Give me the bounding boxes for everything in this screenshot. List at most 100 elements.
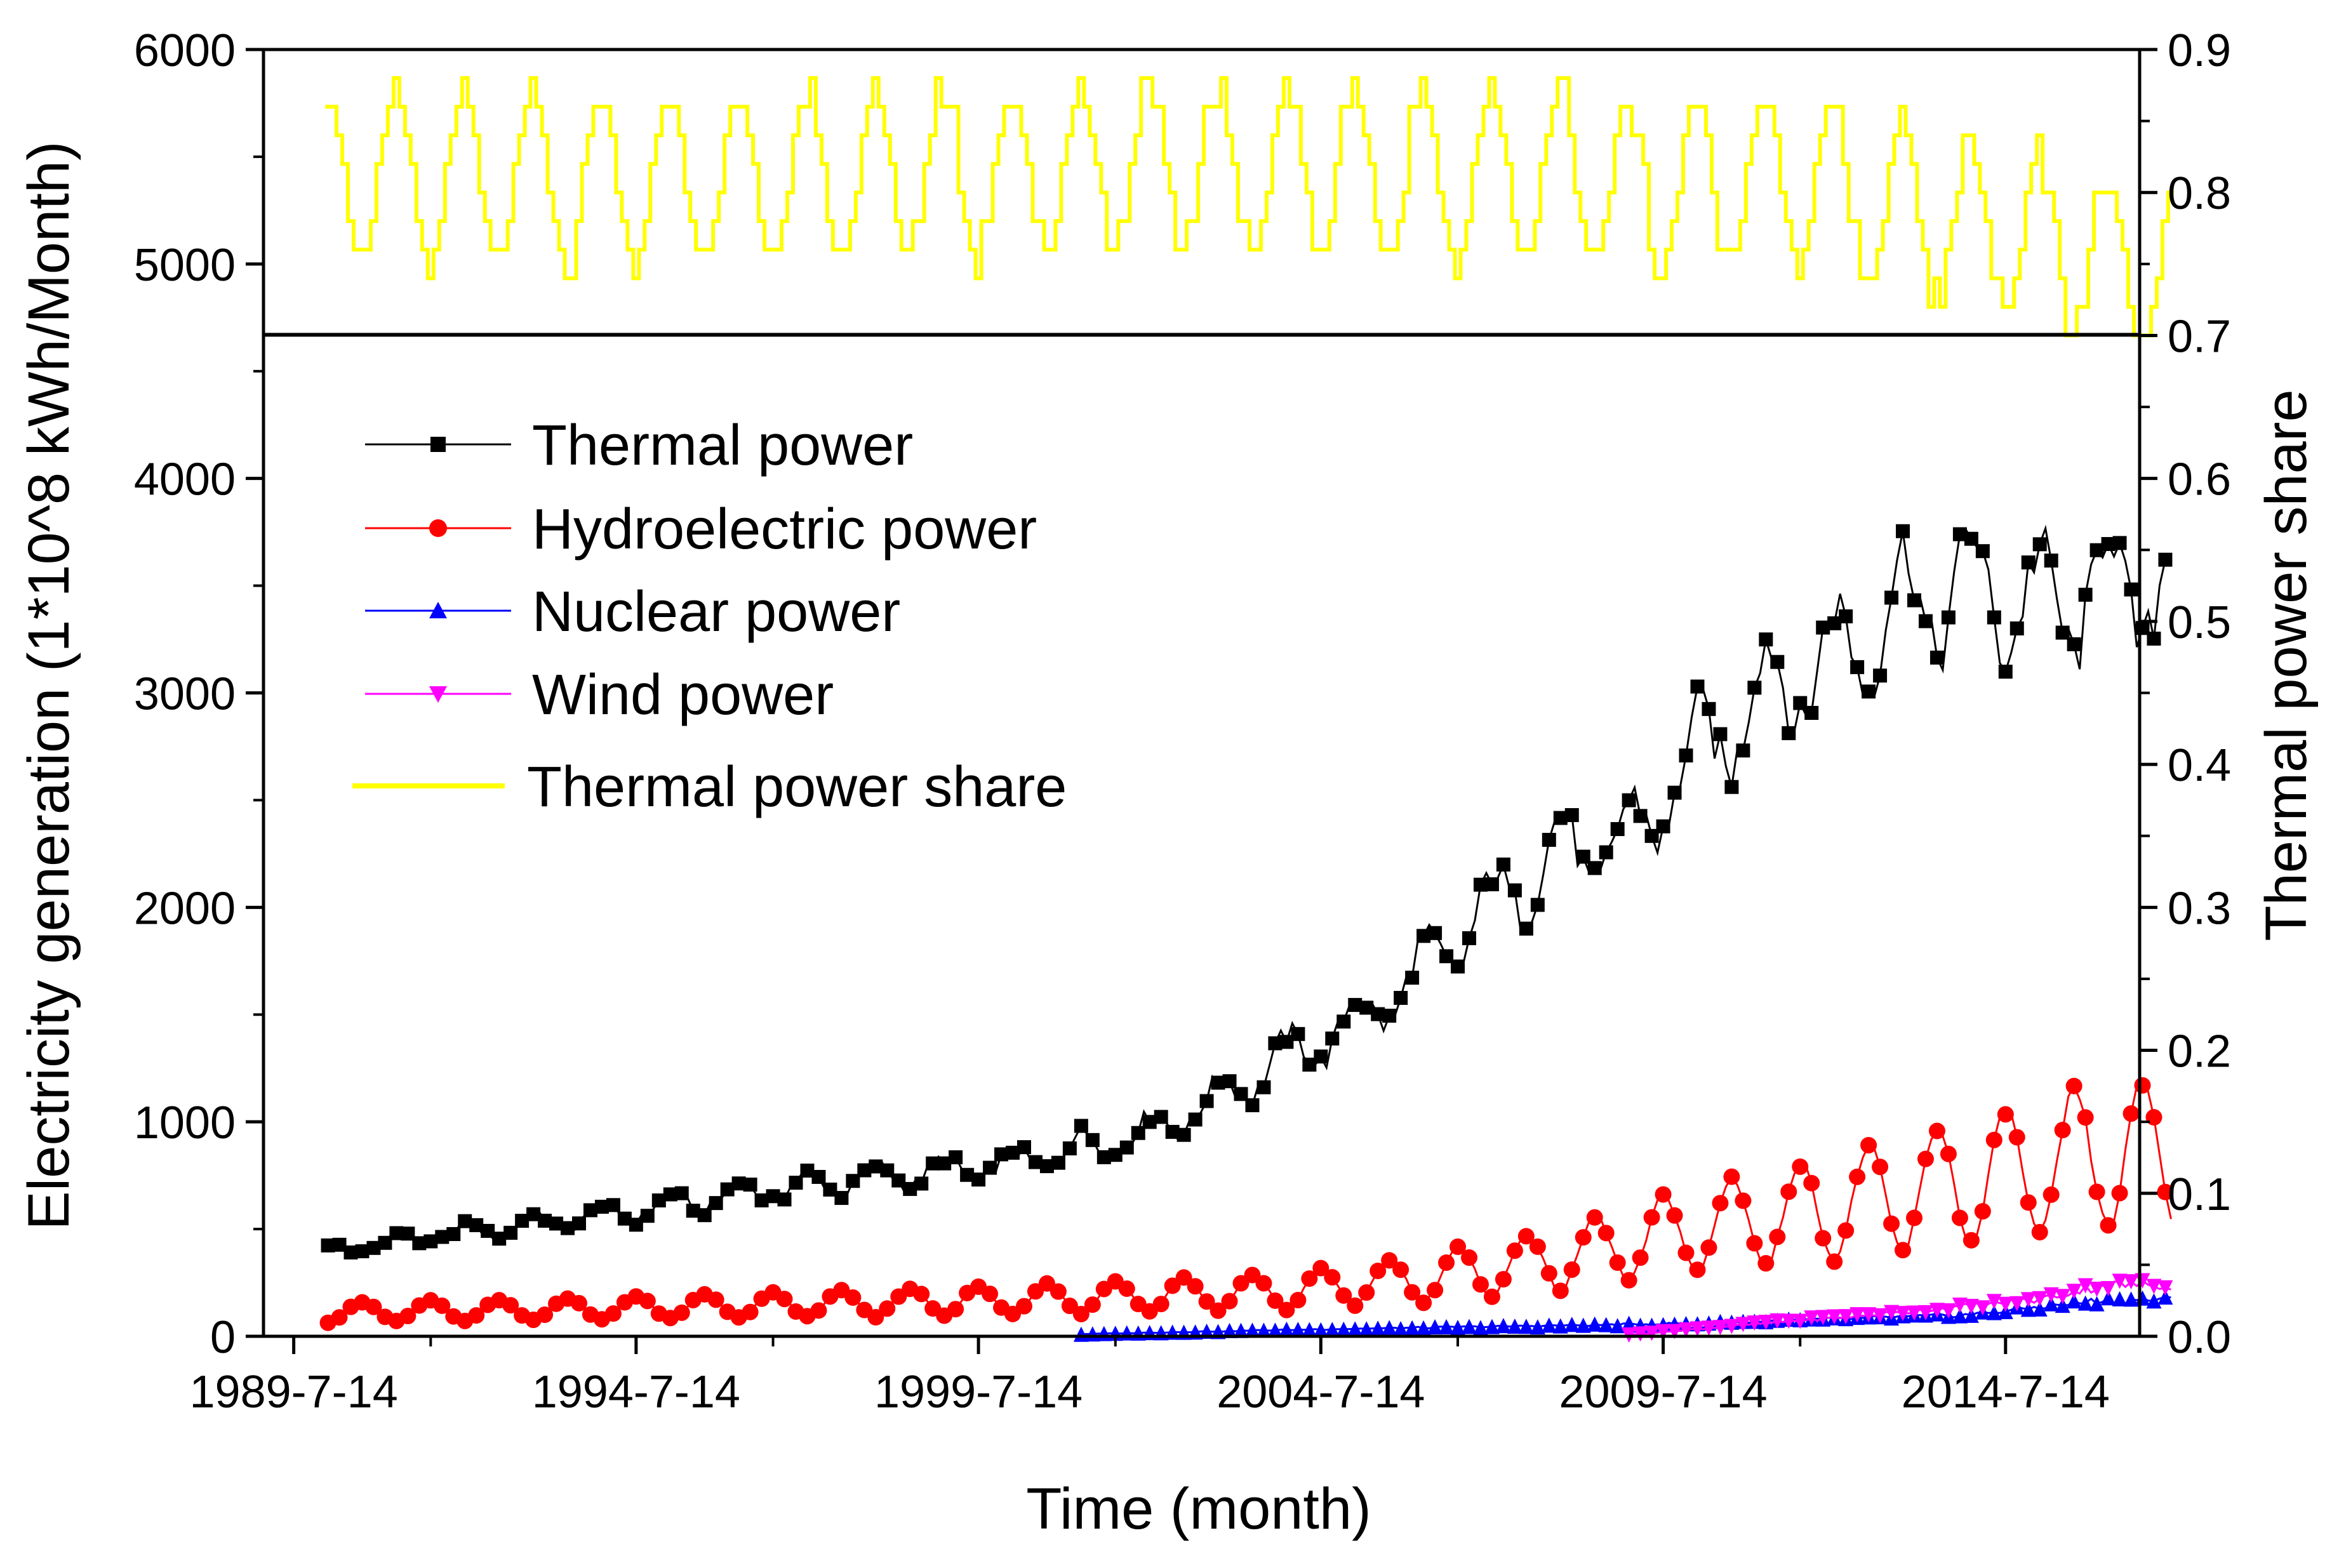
thermal-power-marker: [914, 1176, 929, 1191]
hydroelectric-power-marker: [742, 1303, 759, 1320]
hydroelectric-power-marker: [879, 1300, 896, 1317]
hydroelectric-power-marker: [2077, 1109, 2094, 1126]
thermal-power-marker: [1610, 822, 1625, 837]
hydroelectric-power-marker: [570, 1294, 587, 1312]
legend-hydroelectric-power: Hydroelectric power: [365, 498, 1037, 561]
hydroelectric-power-marker: [1175, 1269, 1192, 1286]
thermal-power-marker: [1302, 1058, 1317, 1072]
hydroelectric-power-marker: [1278, 1301, 1295, 1319]
nuclear-power-marker: [1302, 1322, 1317, 1338]
hydroelectric-power-marker: [844, 1289, 862, 1306]
hydroelectric-power-marker: [2020, 1194, 2037, 1211]
thermal-power-marker: [903, 1181, 917, 1196]
hydroelectric-power-marker: [1689, 1261, 1706, 1279]
y2-tick-label: 0.7: [2168, 311, 2231, 362]
thermal-power-marker: [1816, 620, 1830, 635]
hydroelectric-power-marker: [2065, 1077, 2082, 1094]
hydroelectric-power-marker: [1427, 1282, 1444, 1299]
hydroelectric-power-marker: [1849, 1168, 1866, 1185]
thermal-power-marker: [2055, 625, 2070, 640]
hydroelectric-power-marker: [1746, 1235, 1763, 1252]
thermal-power-marker: [686, 1204, 700, 1218]
hydroelectric-power-marker: [1015, 1298, 1032, 1315]
nuclear-power-marker: [1359, 1321, 1375, 1337]
thermal-power-marker: [1039, 1159, 1054, 1174]
thermal-power-marker: [1154, 1110, 1168, 1124]
wind-power-marker: [2077, 1278, 2093, 1294]
series-wind-power: [1621, 1273, 2173, 1343]
x-tick-label: 2004-7-14: [1216, 1367, 1425, 1418]
thermal-power-marker: [1451, 959, 1465, 974]
thermal-power-marker: [949, 1150, 963, 1165]
thermal-power-marker: [2101, 536, 2116, 551]
thermal-power-marker: [1256, 1080, 1271, 1094]
hydroelectric-power-marker: [1312, 1259, 1329, 1277]
nuclear-power-marker: [1587, 1316, 1603, 1332]
nuclear-power-marker: [1952, 1308, 1968, 1324]
y2-tick-label: 0.2: [2168, 1027, 2231, 1077]
thermal-power-marker: [321, 1238, 335, 1252]
y2-tick-label: 0.4: [2168, 740, 2231, 791]
legend-nuclear-power: Nuclear power: [365, 580, 900, 644]
thermal-power-marker: [663, 1187, 677, 1202]
thermal-power-marker: [2112, 536, 2127, 550]
y2-tick-label: 0.3: [2168, 883, 2231, 934]
thermal-power-marker: [2067, 637, 2081, 651]
thermal-power-marker: [709, 1196, 723, 1211]
hydroelectric-power-marker: [1609, 1254, 1626, 1271]
nuclear-power-marker: [1256, 1322, 1272, 1338]
nuclear-power-marker: [2055, 1298, 2070, 1313]
thermal-power-marker: [1416, 929, 1431, 943]
thermal-power-marker: [1496, 857, 1510, 872]
thermal-power-marker: [1348, 998, 1363, 1013]
wind-power-marker: [2032, 1291, 2048, 1306]
y2-tick-label: 0.8: [2168, 168, 2231, 219]
thermal-power-marker: [731, 1176, 746, 1191]
y-axis-title: Electricity generation (1*10^8 kWh/Month…: [17, 141, 81, 1230]
hydroelectric-power-marker: [1860, 1136, 1877, 1153]
nuclear-power-marker: [1495, 1318, 1511, 1334]
hydroelectric-power-marker: [1483, 1288, 1500, 1305]
hydroelectric-power-marker: [2122, 1105, 2140, 1122]
thermal-power-marker: [1553, 811, 1568, 825]
nuclear-power-marker: [1518, 1319, 1534, 1334]
series-thermal-power-share: [325, 76, 2174, 338]
nuclear-power-marker: [1290, 1322, 1306, 1338]
hydroelectric-power-marker: [2134, 1077, 2151, 1094]
wind-power-marker: [2089, 1281, 2105, 1297]
hydroelectric-power-marker: [1506, 1242, 1523, 1259]
thermal-power-marker: [1188, 1112, 1203, 1127]
thermal-power-marker: [355, 1244, 370, 1259]
wind-power-marker: [1917, 1305, 1933, 1320]
thermal-power-marker: [2078, 587, 2093, 602]
thermal-power-marker: [1633, 809, 1648, 823]
thermal-power-marker: [469, 1218, 484, 1232]
nuclear-power-marker: [2112, 1291, 2128, 1306]
nuclear-power-marker: [1564, 1317, 1580, 1332]
thermal-power-marker: [1234, 1087, 1248, 1101]
thermal-power-marker: [515, 1214, 530, 1228]
thermal-power-marker: [423, 1234, 438, 1249]
thermal-power-marker: [869, 1159, 883, 1174]
thermal-power-marker: [1211, 1075, 1225, 1090]
hydroelectric-power-marker: [502, 1297, 519, 1314]
thermal-power-marker: [2032, 537, 2047, 552]
thermal-power-marker: [1998, 665, 2013, 679]
hydroelectric-power-marker: [1895, 1242, 1912, 1259]
nuclear-power-marker: [2089, 1296, 2105, 1312]
wind-power-marker: [1667, 1324, 1683, 1339]
thermal-power-marker: [481, 1223, 495, 1238]
thermal-power-marker: [1108, 1148, 1123, 1162]
thermal-power-marker: [1336, 1014, 1351, 1029]
hydroelectric-power-marker: [1438, 1254, 1455, 1271]
thermal-power-marker: [2009, 621, 2024, 635]
thermal-power-marker: [1222, 1074, 1237, 1089]
thermal-power-marker: [1428, 926, 1443, 940]
thermal-power-marker: [834, 1191, 849, 1206]
hydroelectric-power-marker: [2111, 1185, 2128, 1202]
hydroelectric-power-marker: [2088, 1183, 2105, 1200]
thermal-power-marker: [1176, 1127, 1191, 1142]
wind-power-marker: [1689, 1321, 1705, 1337]
legend-wind-power: Wind power: [365, 663, 834, 727]
thermal-power-marker: [1850, 660, 1865, 674]
